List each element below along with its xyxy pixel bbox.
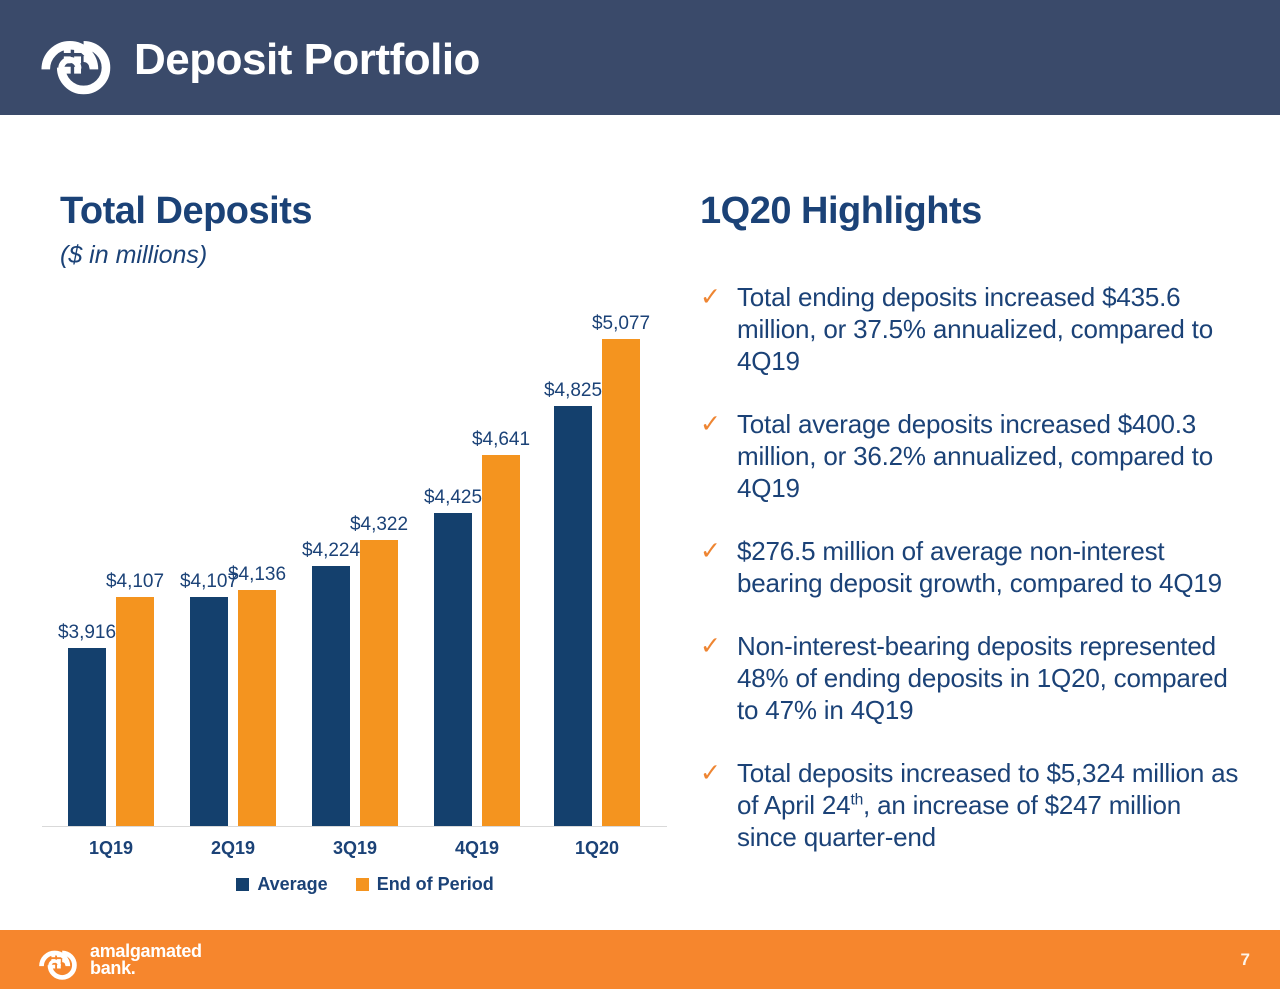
x-tick-label-4Q19: 4Q19: [454, 838, 500, 858]
legend-item-average: Average: [236, 874, 328, 895]
header: Deposit Portfolio: [0, 0, 1280, 115]
x-tick-label-1Q20: 1Q20: [574, 838, 620, 858]
footer-brand-line2: bank.: [90, 957, 136, 978]
chart-bar-average-3Q19: [312, 566, 350, 826]
chart-legend: Average End of Period: [20, 874, 710, 895]
chart-plot: $3,916 $4,107 $4,107 $4,136 $4,224 $4,322 $4,4…: [0, 300, 710, 827]
chart-bar-average-1Q19: [68, 648, 106, 826]
footer-brand-line1: amalgamated: [90, 940, 202, 961]
highlight-bullet: ✓ Total ending deposits increased $435.6 m…: [700, 281, 1266, 377]
highlight-bullet: ✓ Total deposits increased to $5,324 mill…: [700, 757, 1266, 853]
slide-title: Deposit Portfolio: [134, 34, 480, 84]
chart-bar-end-of-period-1Q19: [116, 597, 154, 826]
legend-label: End of Period: [376, 874, 494, 894]
highlight-bullet: ✓ Non-interest-bearing deposits represent…: [700, 630, 1266, 726]
highlight-bullet: ✓ $276.5 million of average non-interest b…: [700, 535, 1266, 599]
bullet-text: $276.5 million of average non-interest be…: [737, 536, 1222, 598]
bullet-text: Total average deposits increased $400.3 m…: [737, 409, 1213, 503]
bar-value-label: $4,107: [179, 571, 239, 592]
checkmark-icon: ✓: [700, 283, 721, 311]
footer: amalgamated bank. 7: [0, 930, 1280, 989]
bar-value-label: $4,224: [301, 540, 361, 561]
checkmark-icon: ✓: [700, 632, 721, 660]
checkmark-icon: ✓: [700, 410, 721, 438]
bar-value-label: $4,136: [227, 564, 287, 585]
bar-value-label: $3,916: [57, 622, 117, 643]
x-tick-label-2Q19: 2Q19: [210, 838, 256, 858]
bullet-text: Total deposits increased to $5,324 milli…: [737, 758, 1239, 852]
chart-bar-average-1Q20: [554, 406, 592, 826]
bar-value-label: $4,322: [349, 514, 409, 535]
chart-bar-end-of-period-2Q19: [238, 590, 276, 826]
bullet-text: Total ending deposits increased $435.6 mi…: [737, 282, 1213, 376]
legend-swatch-icon: [236, 878, 250, 891]
checkmark-icon: ✓: [700, 537, 721, 565]
x-tick-label-3Q19: 3Q19: [332, 838, 378, 858]
legend-item-end-of-period: End of Period: [355, 874, 494, 895]
legend-swatch-icon: [355, 878, 369, 891]
amalgamated-bank-logo-icon: [41, 40, 111, 94]
chart-bar-end-of-period-4Q19: [482, 455, 520, 826]
checkmark-icon: ✓: [700, 759, 721, 787]
chart-bar-end-of-period-3Q19: [360, 540, 398, 826]
bar-value-label: $4,107: [105, 571, 165, 592]
legend-label: Average: [257, 874, 328, 894]
page-number: 7: [1240, 949, 1250, 969]
chart-bar-average-4Q19: [434, 513, 472, 826]
footer-brand-text: amalgamated bank.: [90, 940, 202, 978]
bar-value-label: $4,825: [543, 380, 603, 401]
highlights-title: 1Q20 Highlights: [700, 190, 982, 232]
amalgamated-bank-logo-icon: [39, 950, 77, 980]
bar-value-label: $4,425: [423, 487, 483, 508]
chart-subtitle: ($ in millions): [60, 241, 208, 269]
bullet-text: Non-interest-bearing deposits represente…: [737, 631, 1228, 725]
bar-value-label: $4,641: [471, 429, 531, 450]
chart-title: Total Deposits: [60, 190, 313, 232]
bar-value-label: $5,077: [591, 313, 651, 334]
x-tick-label-1Q19: 1Q19: [88, 838, 134, 858]
total-deposits-bar-chart: $3,916 $4,107 $4,107 $4,136 $4,224 $4,322 $4,4…: [0, 300, 710, 920]
chart-bar-average-2Q19: [190, 597, 228, 826]
highlights-list: ✓ Total ending deposits increased $435.6 m…: [700, 281, 1266, 884]
x-axis-line: [42, 826, 667, 827]
x-axis-ticks: 1Q19 2Q19 3Q19 4Q19 1Q20: [0, 838, 710, 864]
chart-bar-end-of-period-1Q20: [602, 339, 640, 826]
highlight-bullet: ✓ Total average deposits increased $400.3…: [700, 408, 1266, 504]
